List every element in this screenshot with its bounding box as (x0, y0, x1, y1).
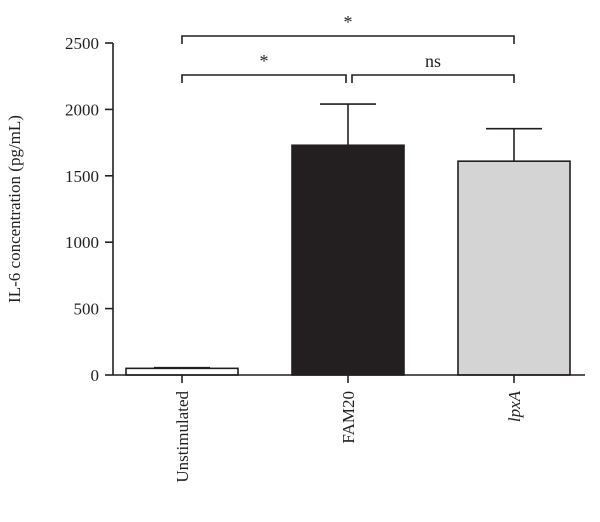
y-tick-label-1500: 1500 (65, 167, 99, 186)
significance-bracket-1: ns (351, 51, 515, 83)
x-tick-label-2: lpxA (505, 390, 524, 422)
x-tick-label-1: FAM20 (339, 391, 358, 444)
axes-layer: 0 500 1000 1500 2000 2500 Unstimulated FAM20 lpx… (65, 34, 585, 483)
significance-label-1: ns (425, 51, 441, 71)
significance-label-0: * (260, 51, 269, 71)
significance-bracket-0: * (181, 51, 347, 83)
bar-1 (291, 144, 405, 376)
y-tick-label-500: 500 (74, 300, 100, 319)
significance-bracket-2: * (181, 12, 515, 44)
bar-0 (125, 367, 239, 376)
y-axis-label: IL-6 concentration (pg/mL) (5, 115, 24, 303)
x-tick-label-0: Unstimulated (173, 391, 192, 483)
bracket-line-2 (181, 35, 515, 44)
y-tick-label-1000: 1000 (65, 233, 99, 252)
y-tick-label-2000: 2000 (65, 100, 99, 119)
bracket-line-1 (351, 74, 515, 83)
bars-layer (125, 103, 571, 376)
bar-2 (457, 160, 571, 376)
y-tick-label-0: 0 (91, 366, 100, 385)
y-tick-label-2500: 2500 (65, 34, 99, 53)
bracket-line-0 (181, 74, 347, 83)
significance-label-2: * (344, 12, 353, 32)
significance-layer: * ns * (181, 12, 515, 83)
